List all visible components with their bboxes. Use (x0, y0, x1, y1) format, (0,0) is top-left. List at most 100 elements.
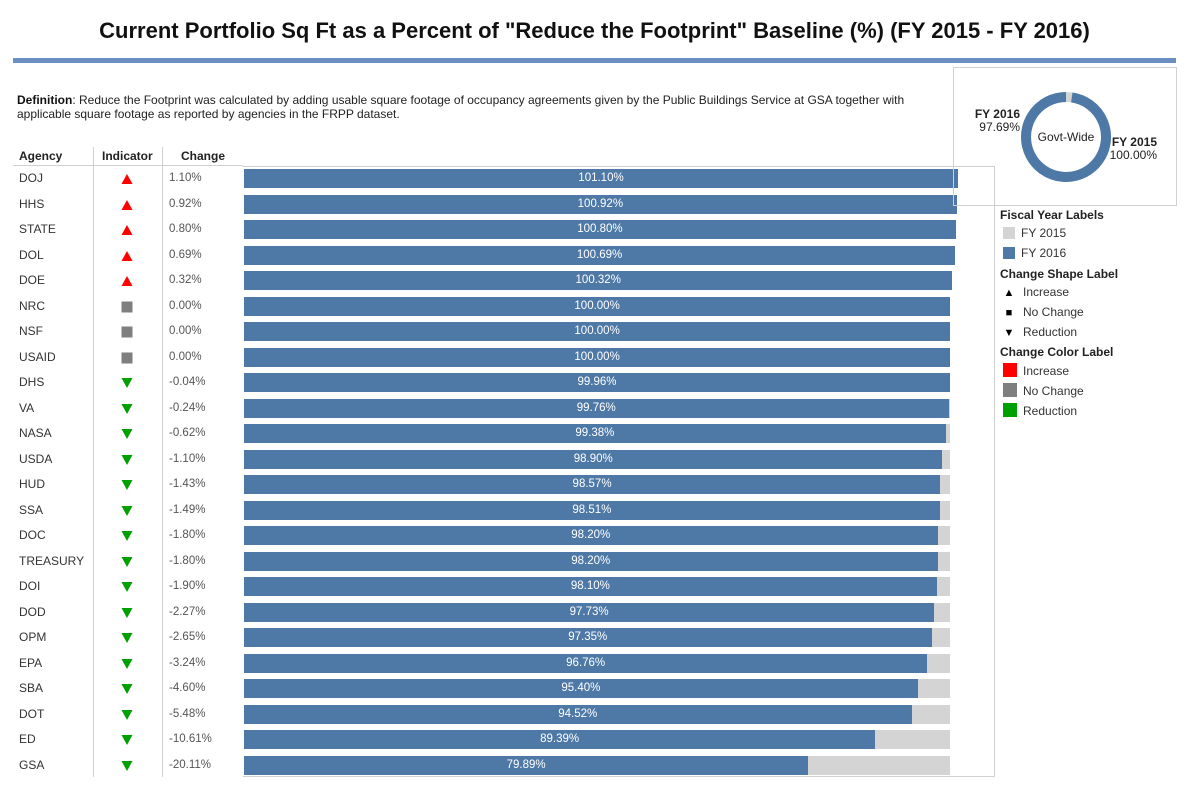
bar-fy2016[interactable] (244, 169, 958, 188)
agency-label: DOJ (19, 171, 43, 185)
bar-fy2016[interactable] (244, 245, 956, 265)
table-row[interactable]: DOJ 1.10% 101.10% (0, 166, 1000, 192)
agency-label: DOD (19, 604, 46, 619)
column-header-change[interactable]: Change (181, 149, 226, 163)
triangle-up-icon (121, 250, 133, 261)
change-value: 0.00% (169, 350, 202, 363)
legend-item-shape-no-change[interactable]: ■ No Change (1003, 305, 1084, 319)
triangle-up-icon (121, 276, 133, 286)
legend-item-fy2015[interactable]: FY 2015 (1003, 226, 1066, 240)
table-row[interactable]: ED -10.61% 89.39% (0, 727, 1000, 753)
bar-fy2016[interactable] (244, 347, 951, 367)
table-row[interactable]: DOI -1.90% 98.10% (0, 574, 1000, 600)
govt-wide-donut-panel: FY 2016 97.69% Govt-Wide FY 2015 100.00% (953, 67, 1177, 206)
donut-fy2016-value: 97.69% (979, 120, 1020, 134)
bar-fy2016[interactable] (244, 653, 928, 673)
table-row[interactable]: VA -0.24% 99.76% (0, 396, 1000, 422)
change-value: -1.80% (169, 554, 206, 567)
legend-fiscal-year-title: Fiscal Year Labels (1000, 208, 1104, 222)
table-row[interactable]: NASA -0.62% 99.38% (0, 421, 1000, 447)
bar-fy2016[interactable] (244, 194, 957, 214)
bar-fy2016[interactable] (244, 602, 935, 622)
triangle-down-icon (121, 403, 133, 414)
triangle-down-icon (121, 378, 133, 388)
table-row[interactable]: DOE 0.32% 100.32% (0, 268, 1000, 294)
agency-label: DHS (19, 375, 45, 389)
table-row[interactable]: STATE 0.80% 100.80% (0, 217, 1000, 243)
agency-label: OPM (19, 630, 47, 644)
change-value: -1.10% (169, 452, 206, 465)
table-row[interactable]: GSA -20.11% 79.89% (0, 753, 1000, 779)
donut-fy2016-title: FY 2016 (974, 107, 1020, 121)
table-row[interactable]: HUD -1.43% 98.57% (0, 472, 1000, 498)
donut-fy2016-label: FY 2016 97.69% (966, 108, 1020, 134)
triangle-up-icon (121, 199, 133, 210)
agency-label: DOT (19, 706, 45, 721)
bar-data-label: 97.35% (568, 631, 608, 643)
table-row[interactable]: DOC -1.80% 98.20% (0, 523, 1000, 549)
legend-item-color-no-change[interactable]: No Change (1003, 383, 1084, 398)
title-divider (13, 58, 1176, 63)
bar-fy2016[interactable] (244, 577, 937, 596)
table-row[interactable]: USDA -1.10% 98.90% (0, 447, 1000, 473)
table-row[interactable]: USAID 0.00% 100.00% (0, 345, 1000, 371)
column-header-indicator[interactable]: Indicator (102, 149, 153, 163)
bar-fy2016[interactable] (244, 449, 943, 469)
triangle-down-icon (121, 633, 133, 643)
bar-fy2016[interactable] (244, 322, 951, 341)
table-row[interactable]: NSF 0.00% 100.00% (0, 319, 1000, 345)
bar-fy2016[interactable] (244, 271, 953, 290)
agency-label: NASA (19, 426, 52, 440)
table-row[interactable]: DOD -2.27% 97.73% (0, 600, 1000, 626)
bar-fy2016[interactable] (244, 220, 956, 239)
legend-label: No Change (1023, 384, 1084, 398)
bar-data-label: 98.20% (571, 529, 611, 541)
change-value: -0.24% (169, 401, 206, 414)
bar-fy2016[interactable] (244, 398, 949, 418)
bar-fy2016[interactable] (244, 526, 938, 545)
table-row[interactable]: HHS 0.92% 100.92% (0, 192, 1000, 218)
change-value: -1.90% (169, 580, 206, 592)
legend-item-color-reduction[interactable]: Reduction (1003, 403, 1077, 418)
bar-fy2016[interactable] (244, 424, 946, 443)
table-row[interactable]: SSA -1.49% 98.51% (0, 498, 1000, 524)
table-header-divider (13, 165, 243, 166)
bar-data-label: 101.10% (578, 172, 624, 184)
column-divider (93, 147, 94, 777)
change-value: 0.80% (169, 223, 202, 235)
bar-fy2016[interactable] (244, 373, 950, 392)
bar-fy2016[interactable] (244, 730, 876, 749)
table-row[interactable]: DOL 0.69% 100.69% (0, 243, 1000, 269)
definition-label: Definition (17, 93, 73, 107)
table-row[interactable]: TREASURY -1.80% 98.20% (0, 549, 1000, 575)
bar-fy2016[interactable] (244, 500, 940, 520)
table-row[interactable]: EPA -3.24% 96.76% (0, 651, 1000, 677)
bar-data-label: 100.69% (576, 248, 623, 261)
column-header-agency[interactable]: Agency (19, 149, 63, 163)
table-row[interactable]: DHS -0.04% 99.96% (0, 370, 1000, 396)
square-icon (121, 301, 133, 312)
legend-item-shape-reduction[interactable]: ▼ Reduction (1003, 325, 1078, 339)
bar-fy2016[interactable] (244, 475, 941, 494)
change-value: -20.11% (169, 758, 211, 771)
bar-fy2016[interactable] (244, 628, 932, 647)
square-icon (121, 352, 133, 363)
bar-data-label: 95.40% (561, 682, 601, 694)
govt-wide-donut[interactable] (1020, 91, 1112, 183)
table-row[interactable]: NRC 0.00% 100.00% (0, 294, 1000, 320)
table-row[interactable]: SBA -4.60% 95.40% (0, 676, 1000, 702)
bar-fy2016[interactable] (244, 296, 951, 316)
table-row[interactable]: DOT -5.48% 94.52% (0, 702, 1000, 728)
legend-item-shape-increase[interactable]: ▲ Increase (1003, 285, 1069, 299)
bar-fy2016[interactable] (244, 679, 918, 698)
table-row[interactable]: OPM -2.65% 97.35% (0, 625, 1000, 651)
bar-fy2016[interactable] (244, 551, 938, 571)
legend-item-color-increase[interactable]: Increase (1003, 363, 1069, 378)
legend-item-fy2016[interactable]: FY 2016 (1003, 246, 1066, 260)
bar-fy2016[interactable] (244, 704, 912, 724)
bar-fy2016[interactable] (244, 755, 809, 775)
donut-arc-fy2016[interactable] (1021, 92, 1111, 182)
triangle-down-icon (121, 735, 133, 745)
triangle-up-icon (121, 225, 133, 235)
agency-label: DOI (19, 579, 41, 593)
